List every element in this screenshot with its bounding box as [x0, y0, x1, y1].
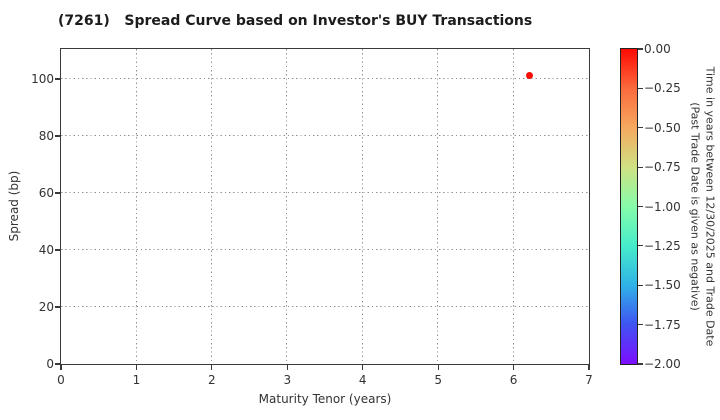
- x-tick-mark: [588, 365, 590, 370]
- x-tick-mark: [512, 365, 515, 370]
- colorbar-tick-mark: [638, 363, 643, 365]
- y-tick-label: 100: [31, 71, 54, 86]
- y-tick-mark: [55, 135, 60, 137]
- y-tick-label: 0: [46, 357, 54, 371]
- plot-area: [59, 47, 590, 365]
- y-tick-mark: [55, 249, 60, 251]
- colorbar-tick-label: −0.50: [644, 120, 681, 135]
- gridline-vertical: [437, 48, 439, 364]
- x-tick-label: 2: [208, 373, 216, 387]
- gridline-horizontal: [60, 306, 589, 308]
- gridline-horizontal: [60, 249, 589, 251]
- y-tick-mark: [55, 192, 60, 194]
- colorbar-tick-label: 0.00: [644, 42, 671, 56]
- y-tick-label: 40: [38, 242, 54, 257]
- y-tick-label: 60: [38, 185, 54, 200]
- gridline-horizontal: [60, 78, 589, 80]
- y-tick-mark: [55, 78, 60, 80]
- colorbar: [620, 48, 638, 365]
- colorbar-tick-mark: [638, 324, 643, 326]
- colorbar-tick-mark: [638, 48, 643, 50]
- x-tick-label: 7: [585, 373, 593, 387]
- x-tick-mark: [60, 365, 62, 370]
- colorbar-tick-label: −2.00: [644, 357, 681, 371]
- colorbar-tick-label: −0.75: [644, 160, 681, 175]
- colorbar-tick-mark: [638, 127, 643, 129]
- gridline-vertical: [135, 48, 137, 364]
- x-tick-label: 6: [509, 373, 518, 387]
- y-tick-mark: [55, 363, 60, 365]
- x-tick-label: 4: [358, 373, 367, 387]
- x-tick-label: 3: [283, 373, 292, 387]
- colorbar-label-line1: Time in years between 12/30/2025 and Tra…: [703, 66, 717, 347]
- colorbar-tick-label: −1.25: [644, 238, 681, 253]
- colorbar-label: Time in years between 12/30/2025 and Tra…: [687, 47, 718, 367]
- gridline-vertical: [210, 48, 212, 364]
- colorbar-tick-mark: [638, 205, 643, 208]
- gridline-horizontal: [60, 192, 589, 194]
- gridline-vertical: [512, 48, 514, 364]
- colorbar-label-line2: (Past Trade Date is given as negative): [688, 102, 702, 311]
- colorbar-tick-label: −1.00: [644, 199, 681, 214]
- y-tick-label: 80: [38, 128, 54, 143]
- x-tick-label: 1: [132, 373, 141, 387]
- x-axis-label: Maturity Tenor (years): [258, 392, 392, 406]
- colorbar-tick-mark: [638, 87, 643, 89]
- colorbar-tick-mark: [638, 166, 643, 168]
- x-tick-label: 5: [434, 373, 442, 387]
- x-tick-mark: [211, 365, 213, 370]
- chart-title: (7261) Spread Curve based on Investor's …: [58, 13, 533, 29]
- colorbar-tick-label: −1.50: [644, 278, 681, 293]
- colorbar-tick-label: −1.75: [644, 317, 681, 332]
- gridline-vertical: [361, 48, 363, 364]
- x-tick-mark: [135, 365, 138, 370]
- gridline-horizontal: [60, 135, 589, 137]
- colorbar-tick-mark: [638, 284, 643, 286]
- x-tick-label: 0: [57, 373, 65, 387]
- y-tick-label: 20: [38, 299, 54, 314]
- colorbar-tick-mark: [638, 245, 643, 247]
- x-tick-mark: [362, 365, 364, 370]
- data-point: [525, 72, 533, 80]
- y-tick-mark: [55, 306, 60, 308]
- x-tick-mark: [286, 365, 288, 370]
- x-tick-mark: [437, 365, 439, 370]
- gridline-vertical: [286, 48, 288, 364]
- colorbar-tick-label: −0.25: [644, 81, 681, 96]
